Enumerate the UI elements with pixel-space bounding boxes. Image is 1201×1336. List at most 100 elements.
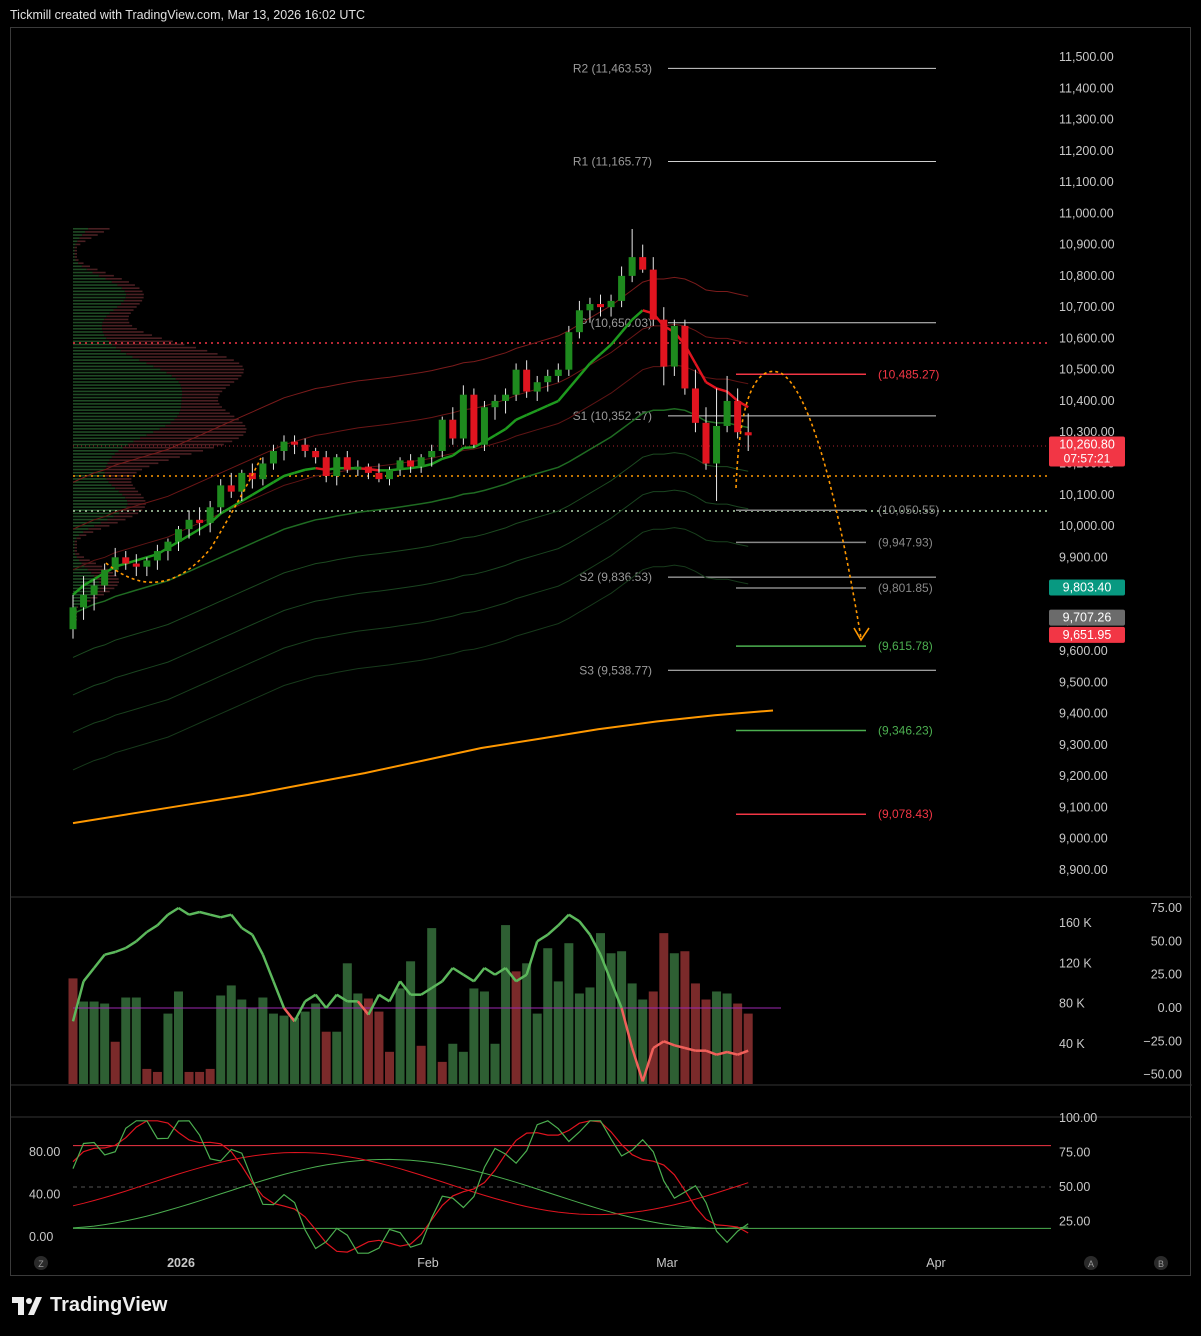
volume-profile-bar [79, 237, 92, 239]
volume-profile-bar [73, 493, 123, 496]
ema-fast-segment [547, 399, 559, 407]
time-axis-button[interactable]: A [1084, 1256, 1098, 1270]
envelope-band [72, 489, 749, 696]
volume-profile-bar [94, 593, 104, 596]
oscillator-segment [241, 926, 254, 936]
volume-bar [606, 953, 616, 1084]
price-tag [1049, 579, 1125, 596]
candle-down [364, 466, 372, 473]
volume-profile-bar [73, 368, 161, 371]
volume-profile-bar [73, 337, 107, 340]
oscillator-segment [609, 980, 623, 1009]
chart-frame[interactable]: 11,500.00 11,400.00 11,300.00 11,200.00 11,1… [10, 27, 1192, 1277]
ema-fast-segment [283, 471, 295, 478]
envelope-band [72, 527, 749, 733]
oscillator-axis-tick: −50.00 [1143, 1068, 1182, 1082]
volume-profile-bar [73, 500, 128, 502]
oscillator-axis-tick: 50.00 [1151, 934, 1182, 948]
volume-profile-bar [73, 237, 80, 239]
ema-fast-segment [294, 468, 306, 475]
volume-profile-bar [108, 481, 132, 483]
oscillator-segment [630, 1047, 644, 1082]
volume-profile-bar [104, 334, 152, 336]
oscillator-segment [568, 913, 581, 923]
candle-down [291, 441, 299, 445]
volume-profile-bar [73, 556, 77, 558]
volume-axis-tick: 80 K [1059, 997, 1085, 1011]
volume-profile-bar [73, 418, 175, 421]
oscillator-segment [684, 1046, 696, 1052]
volume-profile-bar [73, 456, 112, 458]
candle-up [354, 466, 362, 470]
candle-up [69, 607, 77, 630]
candle-up [586, 304, 594, 311]
ema-fast-segment [452, 446, 465, 457]
candle-up [101, 569, 109, 586]
oscillator-segment [737, 1049, 749, 1056]
target-level-label: (10,485.27) [878, 367, 939, 381]
volume-profile-bar [73, 262, 79, 264]
oscillator-segment [599, 954, 613, 982]
volume-bar [374, 1011, 384, 1084]
candle-up [185, 519, 193, 530]
volume-profile-bar [73, 374, 172, 377]
volume-profile-bar [73, 365, 154, 368]
oscillator-segment [420, 986, 433, 996]
time-axis-button[interactable]: B [1154, 1256, 1168, 1270]
volume-profile-bar [73, 403, 182, 405]
volume-profile-bar [177, 415, 235, 418]
volume-profile-bar [73, 487, 116, 490]
volume-profile-bar [88, 528, 102, 530]
volume-profile-bar [106, 337, 162, 340]
ema-fast-segment [694, 362, 708, 383]
oscillator-segment [483, 966, 496, 976]
ema-fast-segment [610, 331, 623, 346]
oscillator-segment [336, 993, 348, 1003]
volume-bar [511, 971, 521, 1084]
oscillator-segment [557, 913, 570, 927]
candle-down [639, 257, 647, 270]
volume-profile-bar [73, 362, 147, 365]
oscillator-segment [525, 940, 539, 976]
volume-bar [184, 1071, 194, 1084]
oscillator-segment [177, 906, 190, 916]
volume-profile-bar [105, 278, 122, 280]
volume-profile-bar [159, 428, 247, 430]
volume-profile-bar [73, 443, 128, 446]
volume-axis-tick: 120 K [1059, 956, 1092, 970]
volume-profile-bar [73, 453, 115, 455]
volume-profile-bar [73, 528, 89, 530]
volume-profile-bar [153, 431, 246, 433]
volume-bar [458, 1051, 468, 1084]
ema-fast-segment [515, 413, 528, 421]
chart-canvas[interactable]: 11,500.00 11,400.00 11,300.00 11,200.00 11,1… [11, 28, 1192, 1277]
ema-fast-segment [494, 428, 507, 437]
oscillator-segment [167, 906, 180, 916]
volume-profile-bar [86, 268, 98, 271]
volume-bar [406, 961, 416, 1084]
oscillator-segment [146, 924, 159, 934]
volume-profile-bar [181, 399, 219, 402]
volume-bar [617, 951, 627, 1084]
volume-profile-bar [73, 246, 75, 249]
oscillator-segment [441, 967, 454, 983]
volume-profile-bar [73, 434, 147, 436]
volume-profile-bar [73, 603, 82, 605]
volume-profile-bar [73, 315, 107, 318]
volume-profile-bar [75, 553, 80, 555]
volume-bar [416, 1045, 426, 1084]
volume-profile-bar [73, 600, 86, 602]
volume-profile-bar [73, 231, 86, 233]
volume-axis-tick: 160 K [1059, 916, 1092, 930]
oscillator-segment [209, 913, 222, 919]
brand-name: TradingView [50, 1294, 168, 1316]
pivot-label: R1 (11,165.77) [573, 155, 652, 169]
ema-fast-segment [557, 387, 570, 402]
volume-profile-bar [73, 568, 88, 571]
volume-profile-bar [181, 387, 226, 390]
volume-profile-bar [73, 390, 183, 393]
pivot-label: S2 (9,836.53) [579, 570, 652, 584]
time-axis-button[interactable]: Z [34, 1256, 48, 1270]
candle-down [322, 457, 330, 477]
candle-down [660, 319, 668, 367]
